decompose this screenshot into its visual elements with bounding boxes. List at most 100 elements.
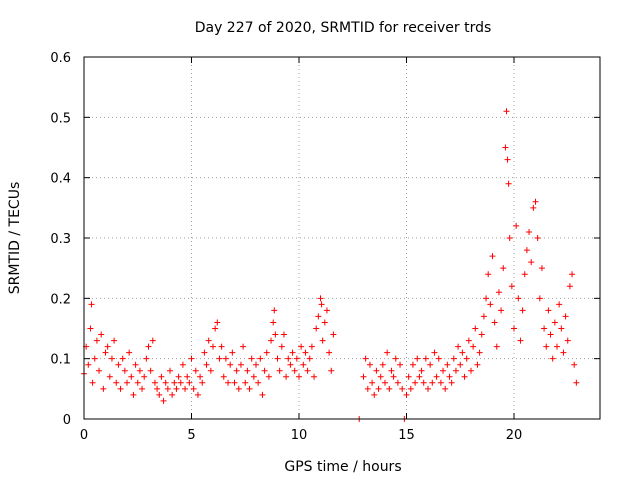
data-point — [231, 379, 238, 386]
data-point — [287, 361, 294, 368]
data-point — [240, 343, 247, 350]
data-point — [457, 361, 464, 368]
data-point — [298, 343, 305, 350]
axis-tick-labels: 0 5 10 15 20 0 0.1 0.2 0.3 0.4 0.5 0.6 — [50, 51, 522, 443]
data-point — [289, 349, 296, 356]
data-point — [551, 319, 558, 326]
data-point — [403, 391, 410, 398]
data-point — [465, 337, 472, 344]
data-point — [147, 367, 154, 374]
data-point — [104, 343, 111, 350]
grid — [84, 57, 600, 419]
data-point — [280, 331, 287, 338]
data-point — [571, 361, 578, 368]
data-point — [517, 337, 524, 344]
data-point — [485, 271, 492, 278]
data-point — [519, 307, 526, 314]
data-point — [536, 295, 543, 302]
data-point — [382, 379, 388, 386]
data-point — [554, 343, 560, 350]
data-point — [115, 361, 122, 368]
data-point — [141, 373, 148, 380]
y-tick-label: 0 — [63, 413, 71, 428]
data-point — [505, 180, 512, 187]
data-point — [468, 367, 474, 374]
data-point — [511, 325, 517, 332]
data-point — [270, 319, 277, 326]
data-point — [222, 355, 229, 362]
data-point — [390, 373, 397, 380]
data-point — [167, 367, 173, 374]
data-point — [96, 367, 103, 374]
data-point — [364, 385, 371, 392]
data-point — [283, 373, 290, 380]
data-point — [210, 343, 216, 350]
data-point — [523, 247, 530, 254]
data-point — [448, 379, 455, 386]
data-point — [362, 355, 369, 362]
data-point — [455, 343, 462, 350]
data-point — [158, 373, 165, 380]
data-point — [491, 319, 498, 326]
data-point — [190, 385, 197, 392]
data-point — [506, 235, 513, 241]
y-tick-label: 0.3 — [50, 232, 71, 247]
data-point — [528, 259, 535, 266]
data-point — [291, 367, 298, 374]
y-tick-label: 0.5 — [50, 111, 71, 126]
data-point — [293, 355, 300, 362]
data-point — [164, 385, 171, 392]
data-point — [330, 331, 337, 338]
data-point — [504, 156, 511, 163]
data-point — [271, 307, 278, 314]
data-point — [100, 385, 107, 392]
data-point — [573, 379, 580, 386]
data-point — [250, 373, 257, 380]
chart-title: Day 227 of 2020, SRMTID for receiver trd… — [195, 20, 492, 36]
data-point — [440, 367, 447, 374]
x-tick-label: 20 — [506, 428, 523, 443]
y-tick-label: 0.4 — [50, 172, 71, 187]
data-point — [255, 379, 262, 386]
data-point — [227, 361, 234, 368]
data-point — [569, 271, 576, 278]
data-point — [463, 355, 470, 362]
data-point — [306, 355, 313, 362]
data-point — [513, 222, 520, 229]
data-point — [397, 361, 404, 368]
data-point — [313, 325, 320, 332]
data-point — [418, 367, 425, 374]
data-point — [106, 373, 113, 380]
data-point — [113, 379, 120, 386]
data-point — [179, 361, 186, 368]
data-point — [171, 379, 178, 386]
data-point — [446, 373, 453, 380]
data-point — [444, 361, 451, 368]
data-point — [556, 301, 563, 308]
data-point — [89, 379, 96, 386]
data-point — [407, 385, 414, 392]
data-point — [261, 367, 268, 374]
data-point — [392, 355, 399, 362]
data-point — [126, 349, 133, 356]
data-point — [493, 343, 500, 350]
data-point — [212, 325, 219, 332]
data-point — [259, 391, 266, 398]
data-point — [263, 349, 270, 356]
data-point — [218, 343, 225, 350]
data-point — [564, 337, 571, 344]
data-point — [248, 355, 255, 362]
data-point — [143, 355, 150, 362]
data-point — [373, 367, 380, 374]
data-point — [450, 355, 457, 362]
data-point — [500, 265, 507, 272]
data-point — [470, 343, 477, 350]
data-point — [562, 313, 569, 320]
data-point — [121, 367, 128, 374]
data-point — [162, 379, 169, 386]
data-point — [543, 343, 550, 350]
data-point — [416, 373, 423, 380]
data-point — [459, 349, 466, 356]
data-point — [478, 331, 485, 338]
x-tick-label: 15 — [398, 428, 415, 443]
